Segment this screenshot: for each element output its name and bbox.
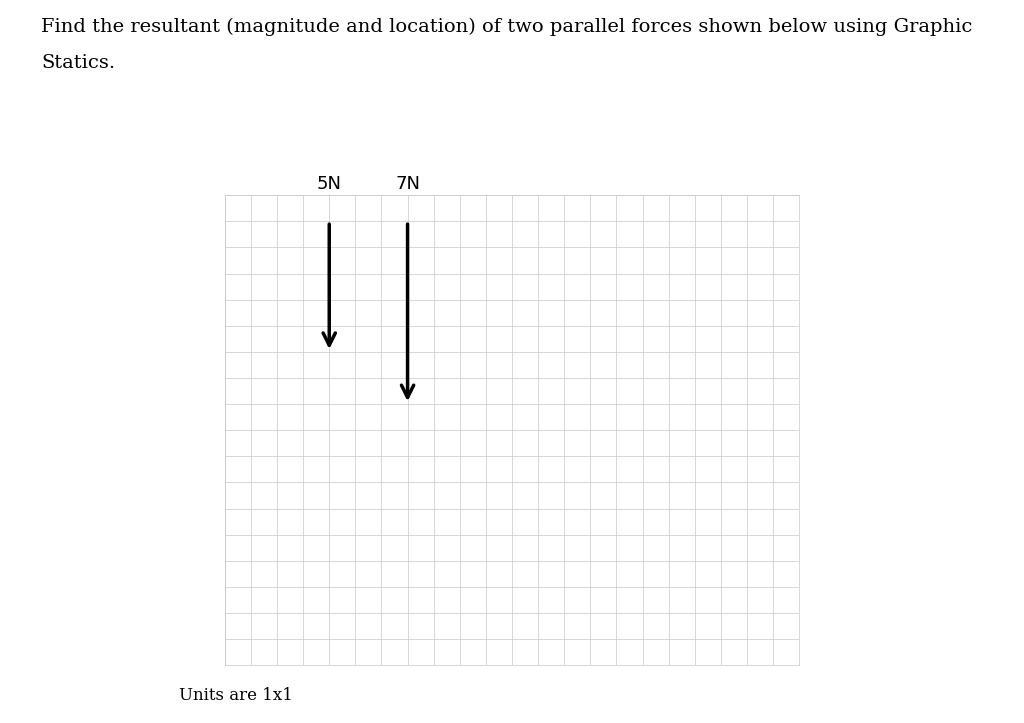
Text: 5N: 5N: [316, 174, 342, 192]
Text: Find the resultant (magnitude and location) of two parallel forces shown below u: Find the resultant (magnitude and locati…: [41, 18, 973, 36]
Text: 7N: 7N: [395, 174, 420, 192]
Text: Units are 1x1: Units are 1x1: [179, 687, 293, 704]
Text: Statics.: Statics.: [41, 54, 115, 72]
